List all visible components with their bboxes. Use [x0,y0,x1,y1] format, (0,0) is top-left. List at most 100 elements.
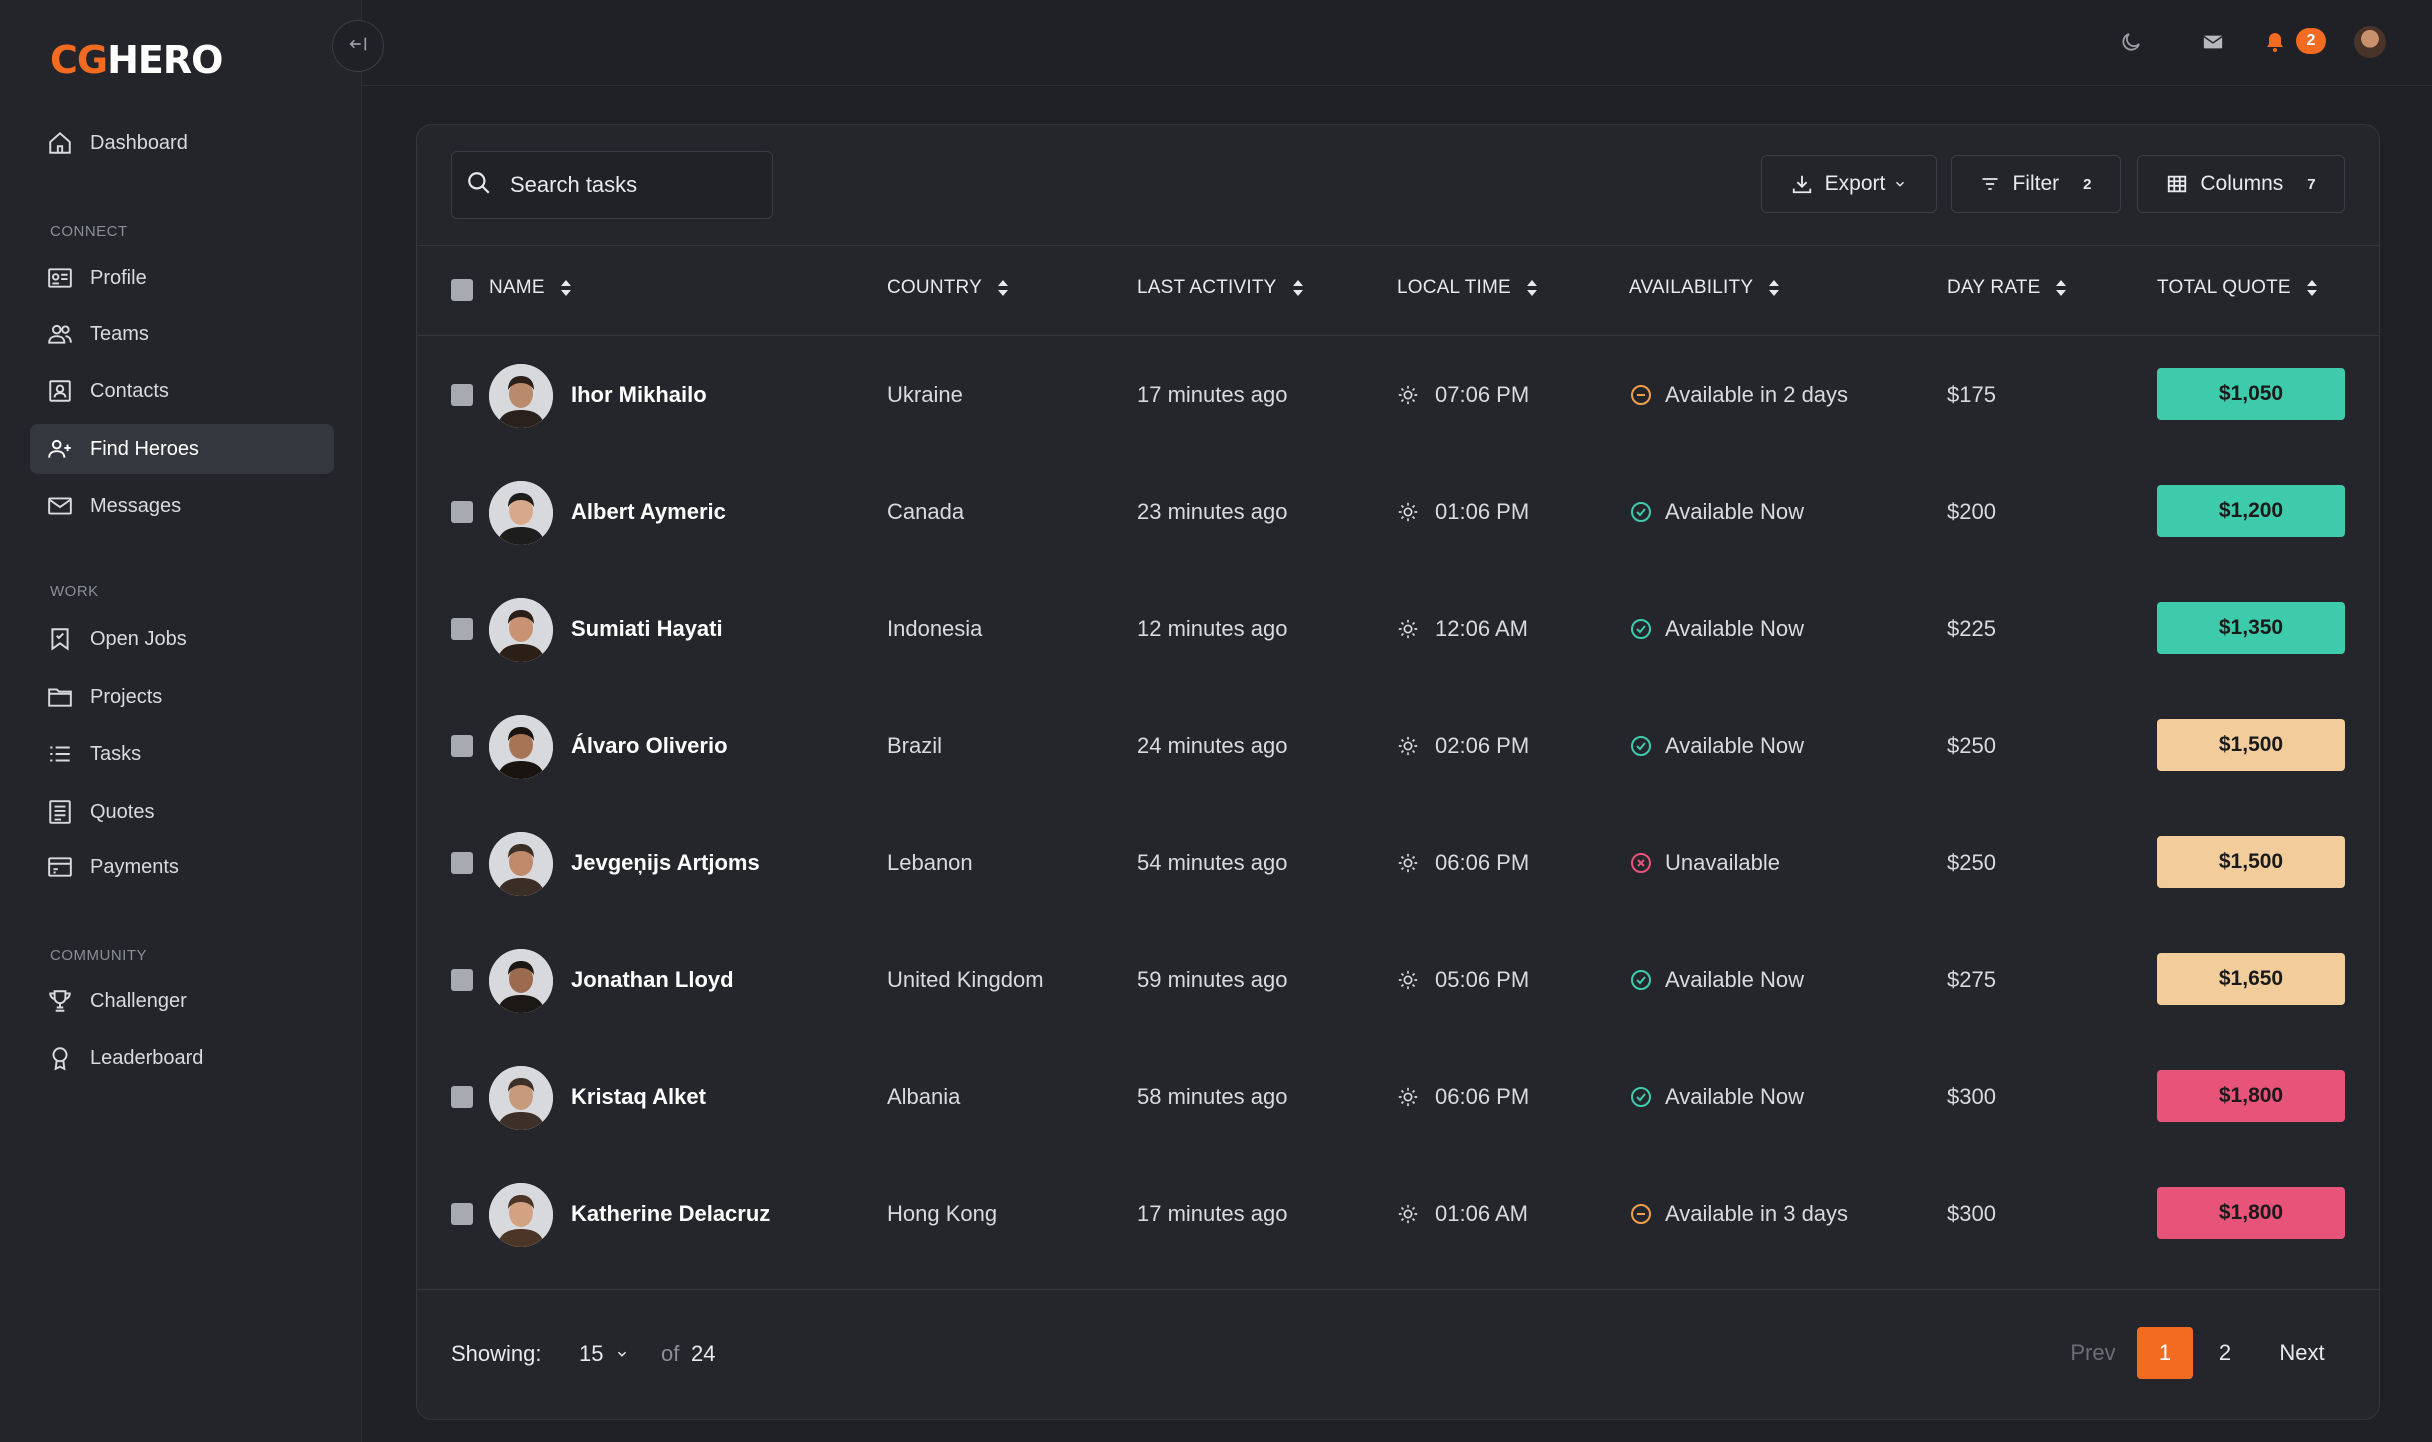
last-activity: 23 minutes ago [1137,498,1288,524]
local-time: 05:06 PM [1397,921,1529,1038]
total-quote-badge[interactable]: $1,650 [2157,953,2345,1005]
sidebar-item-find-heroes[interactable]: Find Heroes [30,424,334,474]
local-time-value: 02:06 PM [1435,732,1530,758]
country: Albania [887,1083,961,1109]
header-label: NAME [489,277,545,298]
hero-name[interactable]: Katherine Delacruz [571,1200,771,1226]
hero-name[interactable]: Ihor Mikhailo [571,381,707,407]
header-label: LOCAL TIME [1397,277,1511,298]
header-name[interactable]: NAME [489,277,573,299]
sidebar-item-profile[interactable]: Profile [30,253,334,303]
hero-name[interactable]: Kristaq Alket [571,1083,706,1109]
row-checkbox[interactable] [451,384,473,406]
hero-name[interactable]: Albert Aymeric [571,498,726,524]
search-input[interactable] [510,172,750,198]
table-grid-icon [2166,173,2188,195]
header-local-time[interactable]: LOCAL TIME [1397,277,1539,299]
sidebar-item-label: Tasks [90,742,142,765]
sidebar-item-leaderboard[interactable]: Leaderboard [30,1033,334,1083]
row-checkbox[interactable] [451,735,473,757]
list-icon [46,740,74,768]
collapse-sidebar-button[interactable] [332,20,384,72]
hero-name[interactable]: Álvaro Oliverio [571,732,728,758]
moon-icon[interactable] [2116,27,2146,57]
country: Lebanon [887,849,973,875]
table-row[interactable]: Jonathan Lloyd United Kingdom 59 minutes… [417,921,2381,1038]
sidebar-item-dashboard[interactable]: Dashboard [30,118,334,168]
sidebar-item-quotes[interactable]: Quotes [30,787,334,837]
avatar [489,949,553,1013]
availability: Unavailable [1629,804,1780,921]
sidebar: CGHERO Dashboard CONNECT Profile Teams C… [0,0,362,1442]
sidebar-item-label: Teams [90,322,149,345]
row-checkbox[interactable] [451,1086,473,1108]
mail-icon[interactable] [2198,27,2228,57]
local-time: 01:06 AM [1397,1155,1528,1272]
total-quote-badge[interactable]: $1,050 [2157,368,2345,420]
envelope-icon [46,492,74,520]
sidebar-item-open-jobs[interactable]: Open Jobs [30,614,334,664]
header-total-quote[interactable]: TOTAL QUOTE [2157,277,2319,299]
hero-name[interactable]: Jevgeņijs Artjoms [571,849,760,875]
sidebar-item-label: Projects [90,685,163,708]
total-quote-badge[interactable]: $1,800 [2157,1070,2345,1122]
total-quote-badge[interactable]: $1,500 [2157,719,2345,771]
prev-page-button[interactable]: Prev [2070,1340,2116,1365]
columns-button[interactable]: Columns 7 [2137,155,2345,213]
table-row[interactable]: Albert Aymeric Canada 23 minutes ago 01:… [417,453,2381,570]
header-day-rate[interactable]: DAY RATE [1947,277,2068,299]
sidebar-item-payments[interactable]: Payments [30,842,334,892]
table-row[interactable]: Sumiati Hayati Indonesia 12 minutes ago … [417,570,2381,687]
sidebar-item-teams[interactable]: Teams [30,309,334,359]
folder-icon [46,683,74,711]
export-button[interactable]: Export [1761,155,1937,213]
total-quote-badge[interactable]: $1,500 [2157,836,2345,888]
bell-icon[interactable] [2260,27,2290,57]
row-checkbox[interactable] [451,1203,473,1225]
sidebar-item-label: Messages [90,494,182,517]
total-quote-badge[interactable]: $1,800 [2157,1187,2345,1239]
section-title-connect: CONNECT [50,223,128,240]
user-avatar[interactable] [2354,26,2386,58]
availability-text: Available Now [1665,498,1805,524]
sidebar-item-challenger[interactable]: Challenger [30,976,334,1026]
table-row[interactable]: Katherine Delacruz Hong Kong 17 minutes … [417,1155,2381,1272]
download-icon [1791,173,1813,195]
table-row[interactable]: Álvaro Oliverio Brazil 24 minutes ago 02… [417,687,2381,804]
next-page-button[interactable]: Next [2279,1340,2325,1365]
export-label: Export [1824,172,1886,195]
page-1-button[interactable]: 1 [2137,1327,2193,1379]
row-checkbox[interactable] [451,969,473,991]
sidebar-item-contacts[interactable]: Contacts [30,366,334,416]
availability-text: Available Now [1665,966,1805,992]
day-rate: $175 [1947,381,1996,407]
page-size-select[interactable]: 15 [579,1341,629,1367]
check-circle-icon [1629,617,1653,641]
table-row[interactable]: Ihor Mikhailo Ukraine 17 minutes ago 07:… [417,336,2381,453]
header-availability[interactable]: AVAILABILITY [1629,277,1781,299]
row-checkbox[interactable] [451,852,473,874]
table-row[interactable]: Kristaq Alket Albania 58 minutes ago 06:… [417,1038,2381,1155]
x-circle-icon [1629,851,1653,875]
hero-name[interactable]: Jonathan Lloyd [571,966,734,992]
sidebar-item-tasks[interactable]: Tasks [30,729,334,779]
table-row[interactable]: Jevgeņijs Artjoms Lebanon 54 minutes ago… [417,804,2381,921]
sidebar-item-messages[interactable]: Messages [30,481,334,531]
page-2-button[interactable]: 2 [2218,1340,2232,1365]
select-all-checkbox[interactable] [451,279,473,301]
search-box[interactable] [451,151,773,219]
row-checkbox[interactable] [451,618,473,640]
total-quote-badge[interactable]: $1,200 [2157,485,2345,537]
row-checkbox[interactable] [451,501,473,523]
sidebar-item-projects[interactable]: Projects [30,672,334,722]
local-time-value: 07:06 PM [1435,381,1530,407]
last-activity: 17 minutes ago [1137,381,1288,407]
country: Indonesia [887,615,983,641]
sort-icon [2305,278,2319,298]
filter-button[interactable]: Filter 2 [1951,155,2121,213]
header-last-activity[interactable]: LAST ACTIVITY [1137,277,1305,299]
total-quote-badge[interactable]: $1,350 [2157,602,2345,654]
header-country[interactable]: COUNTRY [887,277,1010,299]
brand-logo[interactable]: CGHERO [50,38,223,82]
hero-name[interactable]: Sumiati Hayati [571,615,723,641]
